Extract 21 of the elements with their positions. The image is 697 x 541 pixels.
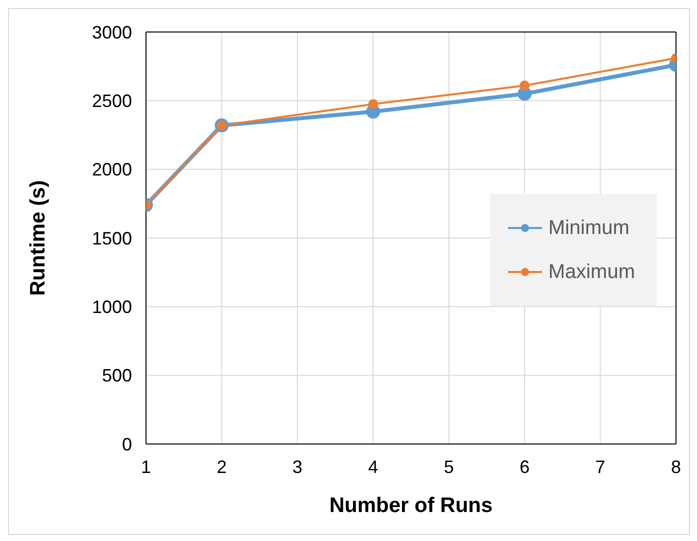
point <box>520 80 530 91</box>
x-tick-label: 7 <box>595 456 606 477</box>
y-tick-label: 3000 <box>92 22 132 42</box>
y-tick-label: 2500 <box>92 91 132 112</box>
y-tick-label: 1000 <box>92 297 132 318</box>
x-tick-label: 8 <box>670 456 682 477</box>
y-tick-label: 2000 <box>92 160 132 180</box>
y-tick-label: 500 <box>102 366 132 386</box>
y-axis-title: Runtime (s) <box>26 180 50 296</box>
x-tick-label: 5 <box>444 456 454 477</box>
point <box>368 99 378 110</box>
x-tick-label: 3 <box>292 456 302 477</box>
y-tick-label: 1500 <box>92 228 132 248</box>
y-tick-label: 0 <box>122 434 132 454</box>
x-tick-label: 6 <box>520 456 530 477</box>
legend-label: Minimum <box>548 216 630 240</box>
legend-label: Maximum <box>548 260 635 284</box>
x-axis-title: Number of Runs <box>329 494 493 517</box>
x-tick-label: 1 <box>140 456 152 477</box>
x-tick-label: 4 <box>368 456 378 477</box>
x-tick-label: 2 <box>216 456 227 477</box>
